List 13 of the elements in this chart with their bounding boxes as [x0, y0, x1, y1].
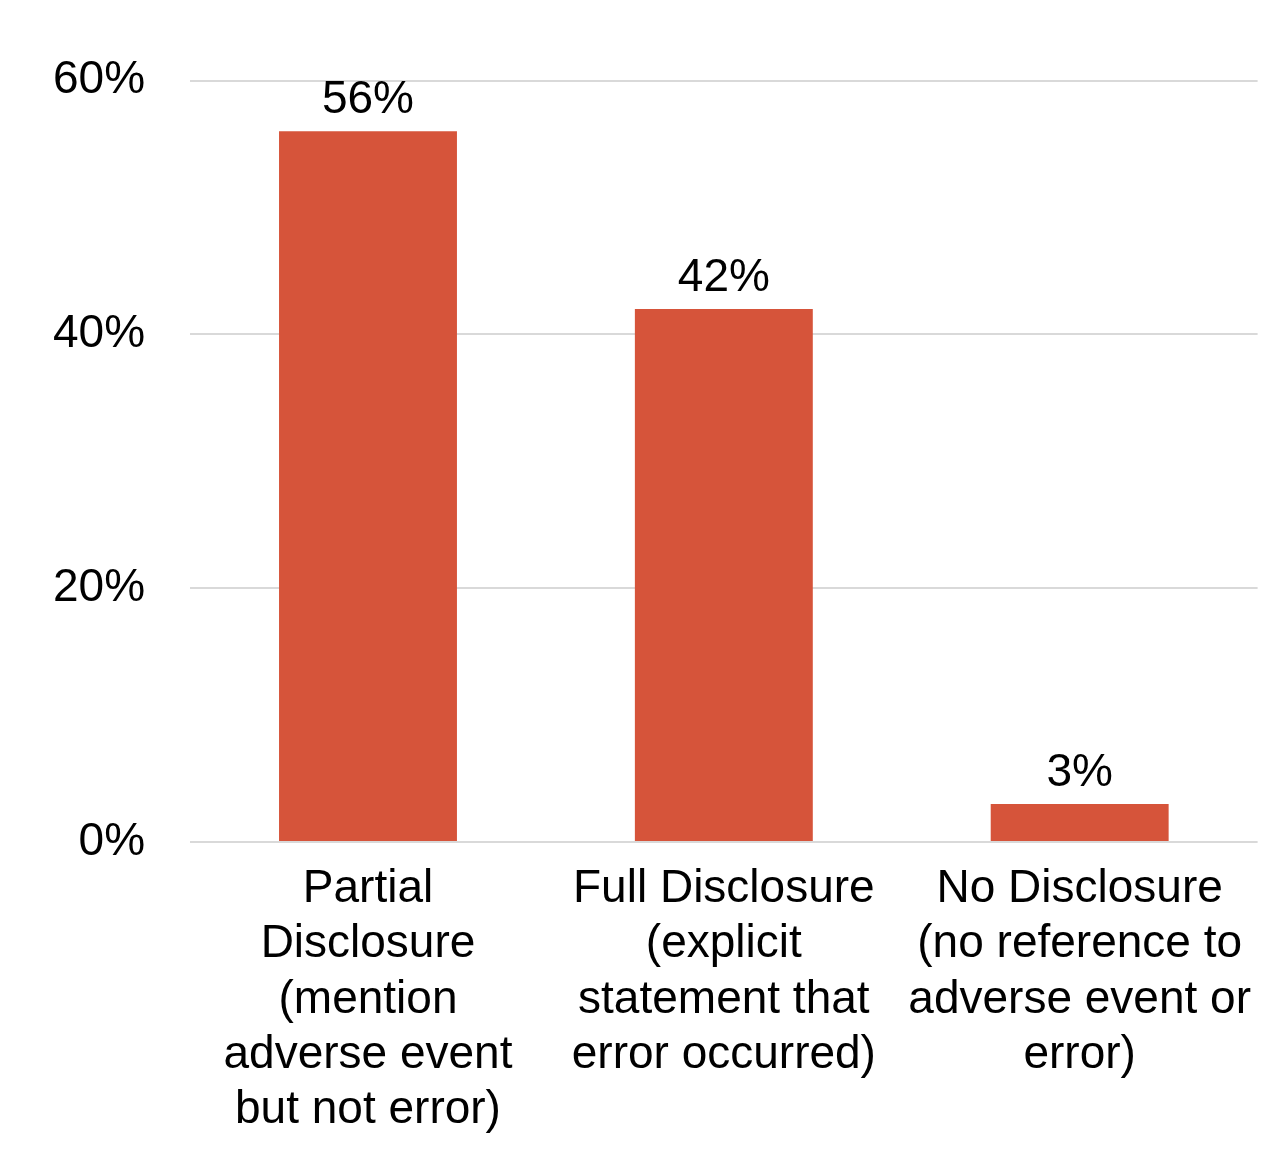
data-label: 3%	[1046, 743, 1113, 796]
bar	[279, 131, 457, 841]
x-tick-label: Partial Disclosure (mention adverse event but not error)	[223, 860, 513, 1134]
y-tick-label: 40%	[52, 305, 146, 358]
y-tick-label: 0%	[78, 812, 146, 865]
y-tick-label: 60%	[52, 51, 146, 104]
bar	[634, 309, 813, 841]
bar	[990, 803, 1169, 841]
x-tick-label: No Disclosure (no reference to adverse event or error)	[908, 860, 1252, 1078]
data-label: 42%	[677, 248, 770, 301]
data-label: 56%	[321, 71, 415, 124]
y-tick-label: 20%	[52, 558, 146, 611]
x-tick-label: Full Disclosure (explicit statement that error occurred)	[571, 860, 876, 1078]
